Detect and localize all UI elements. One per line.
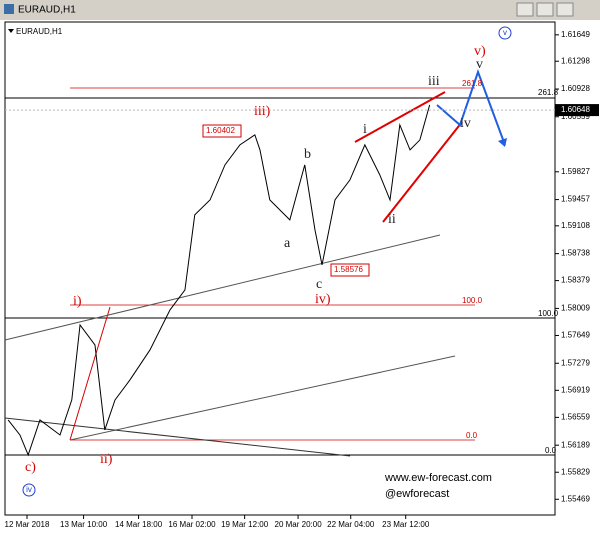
wave-label: a <box>284 236 291 251</box>
wave-circle <box>498 26 512 40</box>
wave-label: i <box>363 122 367 137</box>
current-price-label: 1.60648 <box>561 105 590 114</box>
wave-label: iv <box>460 116 471 131</box>
y-tick-label: 1.59457 <box>561 195 590 204</box>
projection-arrow <box>436 69 506 146</box>
y-tick-label: 1.56189 <box>561 440 590 449</box>
fib-label: 0.0 <box>466 431 478 440</box>
fib-label: 100.0 <box>538 309 559 318</box>
price-line <box>7 104 431 457</box>
x-tick-label: 16 Mar 02:00 <box>168 520 216 529</box>
plot-frame <box>4 21 556 516</box>
y-tick-label: 1.58379 <box>561 276 590 285</box>
title-bar <box>0 0 600 19</box>
wave-label: v <box>476 57 483 72</box>
y-tick-label: 1.60559 <box>561 112 590 121</box>
y-tick-label: 1.58738 <box>561 249 590 258</box>
wave-label: v <box>503 28 507 37</box>
fib-label: 261.8 <box>462 79 483 88</box>
y-tick-label: 1.59827 <box>561 167 590 176</box>
x-tick-label: 23 Mar 12:00 <box>382 520 430 529</box>
y-tick-label: 1.59108 <box>561 221 590 230</box>
wave-label: iii <box>428 74 440 89</box>
window-buttons[interactable] <box>516 2 574 17</box>
wedge-line <box>354 91 446 143</box>
price-note: 1.58576 <box>334 265 363 274</box>
symbol-arrow <box>8 29 14 33</box>
wave-label: b <box>304 147 311 162</box>
x-tick-label: 14 Mar 18:00 <box>115 520 163 529</box>
x-tick-label: 13 Mar 10:00 <box>60 520 108 529</box>
channel-line <box>4 234 441 341</box>
watermark: www.ew-forecast.com <box>384 472 492 484</box>
wave-label: i) <box>73 294 82 309</box>
chart-area <box>0 20 600 535</box>
current-price-box <box>555 104 599 117</box>
y-tick-label: 1.56919 <box>561 385 590 394</box>
price-box <box>202 124 242 138</box>
y-tick-label: 1.60928 <box>561 84 590 93</box>
y-tick-label: 1.61298 <box>561 56 590 65</box>
y-tick-label: 1.61649 <box>561 30 590 39</box>
x-tick-label: 12 Mar 2018 <box>5 520 50 529</box>
wave-label: iv) <box>315 292 331 307</box>
fib-label: 100.0 <box>462 296 483 305</box>
wave-label: ii) <box>100 452 113 467</box>
fib-label: 0.0 <box>545 446 557 455</box>
wedge-line <box>382 121 463 223</box>
x-tick-label: 22 Mar 04:00 <box>327 520 375 529</box>
channel-line <box>69 355 456 441</box>
watermark: @ewforecast <box>385 488 449 500</box>
wave-label: iv <box>26 485 32 494</box>
wave-label: ii <box>388 212 396 227</box>
x-tick-label: 20 Mar 20:00 <box>275 520 323 529</box>
y-tick-label: 1.57279 <box>561 358 590 367</box>
arrow-head <box>498 138 507 147</box>
price-box <box>330 263 370 277</box>
price-note: 1.60402 <box>206 126 235 135</box>
wave-label: c <box>316 277 322 292</box>
y-tick-label: 1.58009 <box>561 304 590 313</box>
symbol-label: EURAUD,H1 <box>16 27 63 36</box>
y-tick-label: 1.56559 <box>561 412 590 421</box>
window-title: EURAUD,H1 <box>18 5 76 16</box>
trend-line <box>4 417 351 457</box>
y-tick-label: 1.55829 <box>561 467 590 476</box>
x-tick-label: 19 Mar 12:00 <box>221 520 269 529</box>
wave-label: iii) <box>254 104 271 119</box>
y-tick-label: 1.57649 <box>561 331 590 340</box>
wave-label: c) <box>25 460 36 475</box>
fib-range <box>69 306 111 441</box>
y-tick-label: 1.55469 <box>561 494 590 503</box>
fib-label: 261.8 <box>538 88 559 97</box>
window-icon <box>4 4 14 14</box>
wave-circle <box>22 483 36 497</box>
wave-label: v) <box>474 44 486 59</box>
